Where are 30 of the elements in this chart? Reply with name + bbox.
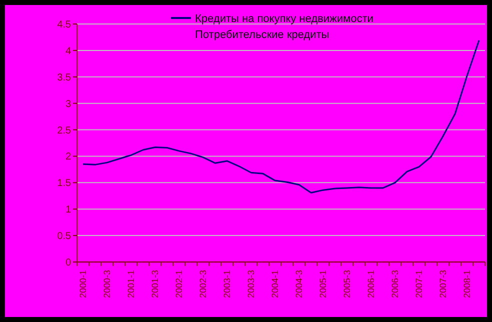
y-tick-label: 4.5 xyxy=(57,20,72,30)
y-tick-label: 0.5 xyxy=(57,231,72,242)
x-tick-label: 2006-1 xyxy=(366,270,376,298)
x-tick-label: 2001-1 xyxy=(126,270,136,298)
x-tick-label: 2000-3 xyxy=(102,270,112,298)
x-tick-label: 2005-1 xyxy=(318,270,328,298)
y-tick-label: 2 xyxy=(65,152,72,163)
x-tick-label: 2002-3 xyxy=(198,270,208,298)
x-tick-label: 2004-1 xyxy=(270,270,280,298)
y-tick-label: 3 xyxy=(65,98,72,110)
y-tick-label: 2.5 xyxy=(57,125,72,136)
x-tick-label: 2007-1 xyxy=(414,270,424,298)
line-series xyxy=(82,40,480,194)
x-tick-label: 2006-3 xyxy=(390,270,400,298)
x-tick-label: 2001-3 xyxy=(150,270,160,298)
y-tick-label: 0 xyxy=(65,258,72,268)
y-tick-label: 3.5 xyxy=(57,72,72,84)
x-tick-label: 2000-1 xyxy=(78,270,88,298)
x-tick-label: 2003-3 xyxy=(246,270,256,298)
x-tick-label: 2002-1 xyxy=(174,270,184,298)
x-tick-label: 2004-3 xyxy=(294,270,304,298)
y-tick-label: 1.5 xyxy=(57,178,72,190)
x-tick-label: 2007-3 xyxy=(438,270,448,298)
y-tick-label: 4 xyxy=(65,46,72,57)
y-tick-label: 1 xyxy=(65,204,72,216)
annotation: Потребительские кредиты xyxy=(195,28,330,41)
x-tick-label: 2008-1 xyxy=(462,270,472,298)
legend-label: Кредиты на покупку недвижимости xyxy=(195,12,374,25)
x-tick-label: 2005-3 xyxy=(342,270,352,298)
x-tick-label: 2003-1 xyxy=(222,270,232,298)
